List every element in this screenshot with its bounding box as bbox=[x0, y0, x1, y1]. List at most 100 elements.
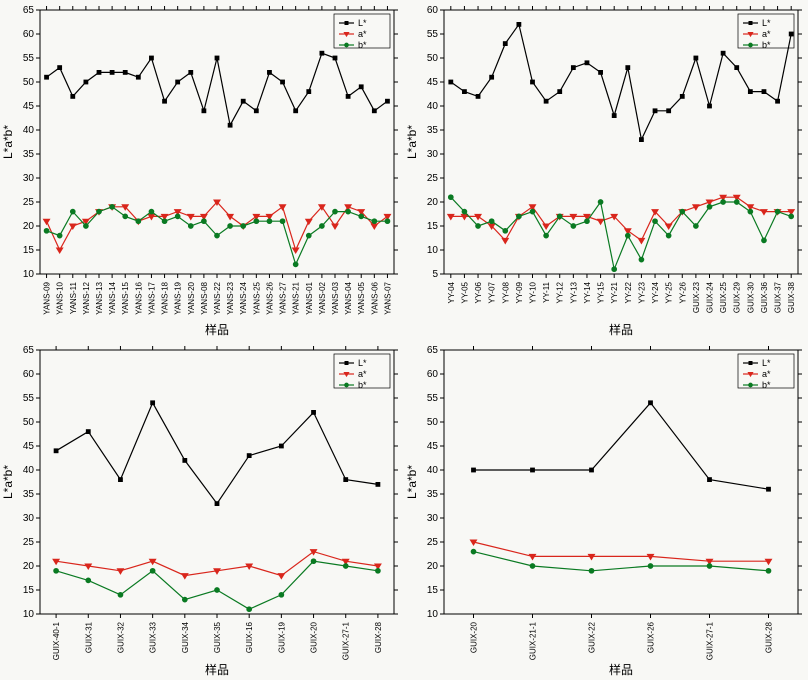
marker-L bbox=[307, 90, 311, 94]
x-axis-label: 样品 bbox=[609, 662, 633, 677]
marker-b bbox=[585, 219, 590, 224]
marker-b bbox=[707, 564, 712, 569]
x-tick-label: YY-04 bbox=[447, 281, 456, 303]
marker-b bbox=[571, 224, 576, 229]
marker-L bbox=[320, 51, 324, 55]
x-tick-label: YY-06 bbox=[474, 281, 483, 303]
marker-b bbox=[653, 219, 658, 224]
marker-L bbox=[558, 90, 562, 94]
marker-L bbox=[215, 502, 219, 506]
y-tick-label: 20 bbox=[427, 197, 439, 208]
x-tick-label: YANS-12 bbox=[82, 281, 91, 314]
marker-L bbox=[71, 94, 75, 98]
x-tick-label: YANS-14 bbox=[108, 281, 117, 314]
marker-b bbox=[372, 219, 377, 224]
y-tick-label: 55 bbox=[23, 393, 35, 404]
marker-b bbox=[267, 219, 272, 224]
x-tick-label: YANS-16 bbox=[134, 281, 143, 314]
marker-b bbox=[625, 233, 630, 238]
marker-b bbox=[162, 219, 167, 224]
x-tick-label: YY-08 bbox=[501, 281, 510, 303]
x-tick-label: GUIX-20 bbox=[310, 621, 319, 653]
marker-b bbox=[54, 568, 59, 573]
marker-L bbox=[202, 109, 206, 113]
marker-b bbox=[343, 564, 348, 569]
x-tick-label: GUIX-22 bbox=[588, 621, 597, 653]
marker-b bbox=[175, 214, 180, 219]
marker-L bbox=[599, 70, 603, 74]
marker-L bbox=[247, 454, 251, 458]
marker-b bbox=[215, 588, 220, 593]
marker-L bbox=[767, 487, 771, 491]
marker-L bbox=[531, 80, 535, 84]
y-tick-label: 20 bbox=[23, 221, 35, 232]
marker-b bbox=[70, 209, 75, 214]
x-tick-label: YANS-08 bbox=[200, 281, 209, 314]
x-tick-label: GUIX-25 bbox=[719, 281, 728, 313]
x-tick-label: YANS-19 bbox=[174, 281, 183, 314]
marker-L bbox=[228, 123, 232, 127]
y-tick-label: 15 bbox=[23, 245, 35, 256]
marker-b bbox=[254, 219, 259, 224]
y-tick-label: 55 bbox=[23, 53, 35, 64]
marker-L bbox=[649, 401, 653, 405]
y-tick-label: 15 bbox=[23, 585, 35, 596]
marker-L bbox=[653, 109, 657, 113]
marker-b bbox=[86, 578, 91, 583]
marker-L bbox=[136, 75, 140, 79]
marker-L bbox=[346, 94, 350, 98]
y-tick-label: 10 bbox=[427, 609, 439, 620]
y-tick-label: 45 bbox=[23, 441, 35, 452]
x-tick-label: GUIX-23 bbox=[692, 281, 701, 313]
x-tick-label: GUIX-33 bbox=[149, 621, 158, 653]
marker-L bbox=[84, 80, 88, 84]
y-tick-label: 30 bbox=[23, 173, 35, 184]
y-tick-label: 65 bbox=[23, 5, 35, 16]
marker-L bbox=[267, 70, 271, 74]
y-tick-label: 5 bbox=[432, 269, 438, 280]
y-tick-label: 15 bbox=[427, 585, 439, 596]
x-tick-label: YANS-26 bbox=[265, 281, 274, 314]
x-tick-label: YANS-17 bbox=[147, 281, 156, 314]
x-tick-label: YY-13 bbox=[569, 281, 578, 303]
legend-label-a: a* bbox=[358, 29, 367, 39]
x-tick-label: GUIX-27-1 bbox=[342, 621, 351, 660]
marker-b bbox=[734, 200, 739, 205]
panel-top-left: 101520253035404550556065YANS-09YANS-10YA… bbox=[0, 0, 404, 340]
panel-top-right: 51015202530354045505560YY-04YY-05YY-06YY… bbox=[404, 0, 808, 340]
marker-b bbox=[648, 564, 653, 569]
marker-L bbox=[721, 51, 725, 55]
marker-L bbox=[294, 109, 298, 113]
marker-L bbox=[762, 90, 766, 94]
x-tick-label: GUIX-28 bbox=[374, 621, 383, 653]
x-tick-label: GUIX-34 bbox=[181, 621, 190, 653]
legend-label-a: a* bbox=[358, 369, 367, 379]
legend-label-a: a* bbox=[762, 29, 771, 39]
marker-L bbox=[708, 478, 712, 482]
x-tick-label: YANS-06 bbox=[370, 281, 379, 314]
x-tick-label: GUIX-36 bbox=[760, 281, 769, 313]
marker-b bbox=[639, 257, 644, 262]
marker-b bbox=[476, 224, 481, 229]
y-tick-label: 35 bbox=[23, 149, 35, 160]
x-tick-label: GUIX-30 bbox=[746, 281, 755, 313]
marker-L bbox=[571, 66, 575, 70]
marker-b bbox=[136, 219, 141, 224]
y-tick-label: 55 bbox=[427, 29, 439, 40]
y-tick-label: 45 bbox=[427, 441, 439, 452]
x-tick-label: GUIX-31 bbox=[84, 621, 93, 653]
marker-b bbox=[320, 224, 325, 229]
y-tick-label: 60 bbox=[23, 29, 35, 40]
x-tick-label: YANS-15 bbox=[121, 281, 130, 314]
marker-L bbox=[312, 410, 316, 414]
y-tick-label: 20 bbox=[427, 561, 439, 572]
marker-b bbox=[517, 214, 522, 219]
marker-b bbox=[544, 233, 549, 238]
marker-b bbox=[598, 200, 603, 205]
y-tick-label: 10 bbox=[427, 245, 439, 256]
marker-L bbox=[359, 85, 363, 89]
x-tick-label: GUIX-21-1 bbox=[529, 621, 538, 660]
y-tick-label: 50 bbox=[23, 417, 35, 428]
x-tick-label: YANS-27 bbox=[279, 281, 288, 314]
x-tick-label: GUIX-19 bbox=[277, 621, 286, 653]
